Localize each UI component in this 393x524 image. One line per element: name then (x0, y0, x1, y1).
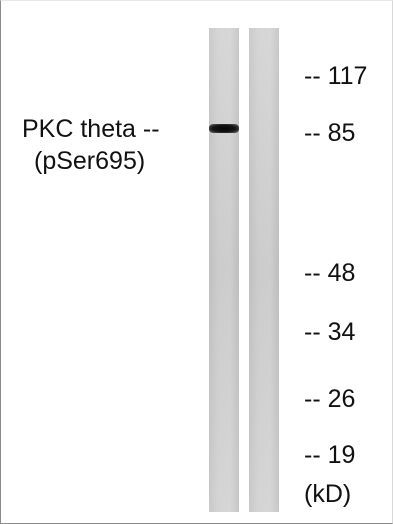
marker-26: -- 26 (304, 385, 356, 413)
protein-band (209, 124, 239, 133)
marker-19: -- 19 (304, 441, 356, 469)
marker-117: -- 117 (304, 62, 368, 90)
blot-lane-1 (209, 28, 239, 512)
protein-label: PKC theta -- (22, 115, 160, 143)
unit-label: (kD) (304, 480, 352, 508)
marker-48: -- 48 (304, 259, 356, 287)
marker-34: -- 34 (304, 318, 356, 346)
phospho-site-label: (pSer695) (34, 147, 146, 175)
blot-lane-2 (249, 28, 279, 512)
marker-85: -- 85 (304, 119, 356, 147)
